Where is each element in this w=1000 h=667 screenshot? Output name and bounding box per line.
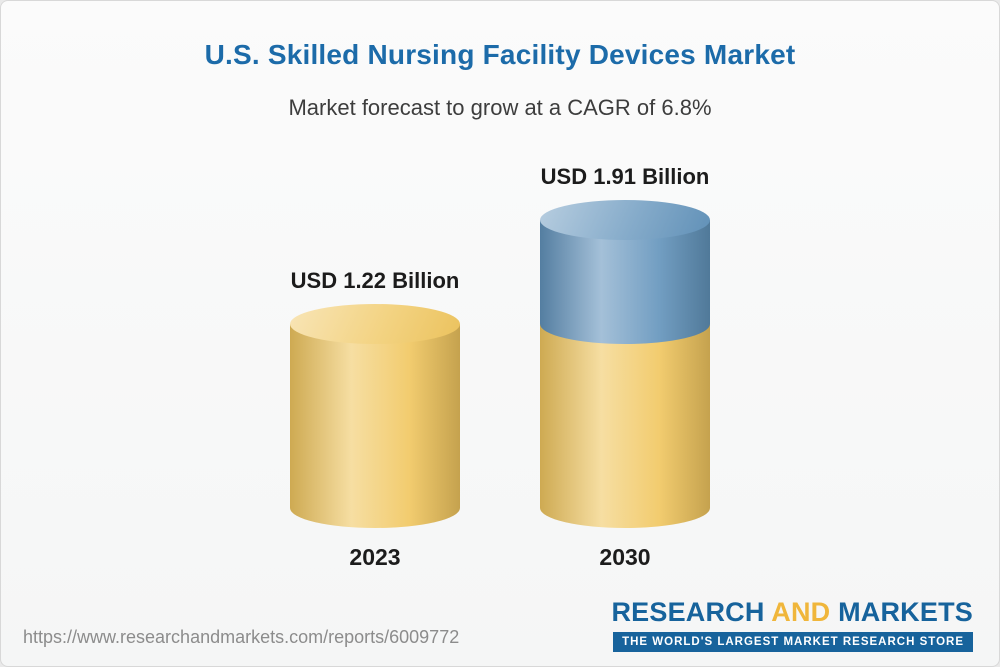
- logo-tagline: THE WORLD'S LARGEST MARKET RESEARCH STOR…: [613, 632, 973, 652]
- bar-2030: USD 1.91 Billion 2030: [540, 164, 710, 571]
- report-url: https://www.researchandmarkets.com/repor…: [23, 627, 460, 647]
- axis-label-2030: 2030: [599, 544, 651, 570]
- logo-word-markets: MARKETS: [838, 597, 973, 627]
- axis-label-2023: 2023: [349, 544, 401, 570]
- logo-word-research: RESEARCH: [611, 597, 765, 627]
- chart-subtitle: Market forecast to grow at a CAGR of 6.8…: [288, 95, 712, 120]
- bar-2023-value-label: USD 1.22 Billion: [290, 268, 460, 293]
- cylinder-top-cap: [290, 304, 460, 344]
- bar-2030-cylinder: [540, 200, 710, 528]
- cylinder-segment: [290, 324, 460, 528]
- bar-2023-cylinder: [290, 304, 460, 528]
- logo-wordmark: RESEARCH AND MARKETS: [611, 597, 973, 628]
- research-and-markets-logo: RESEARCH AND MARKETS THE WORLD'S LARGEST…: [611, 597, 973, 652]
- cylinder-segment: [540, 324, 710, 528]
- logo-word-and: AND: [771, 597, 831, 627]
- chart-area: USD 1.22 Billion 2023 USD 1.91 Billion 2…: [1, 151, 999, 571]
- cylinder-top-cap: [540, 200, 710, 240]
- chart-title: U.S. Skilled Nursing Facility Devices Ma…: [204, 39, 796, 70]
- cylinder-segment: [540, 220, 710, 344]
- bar-2030-value-label: USD 1.91 Billion: [540, 164, 710, 189]
- bar-2023: USD 1.22 Billion 2023: [290, 268, 460, 571]
- chart-header: U.S. Skilled Nursing Facility Devices Ma…: [1, 39, 999, 121]
